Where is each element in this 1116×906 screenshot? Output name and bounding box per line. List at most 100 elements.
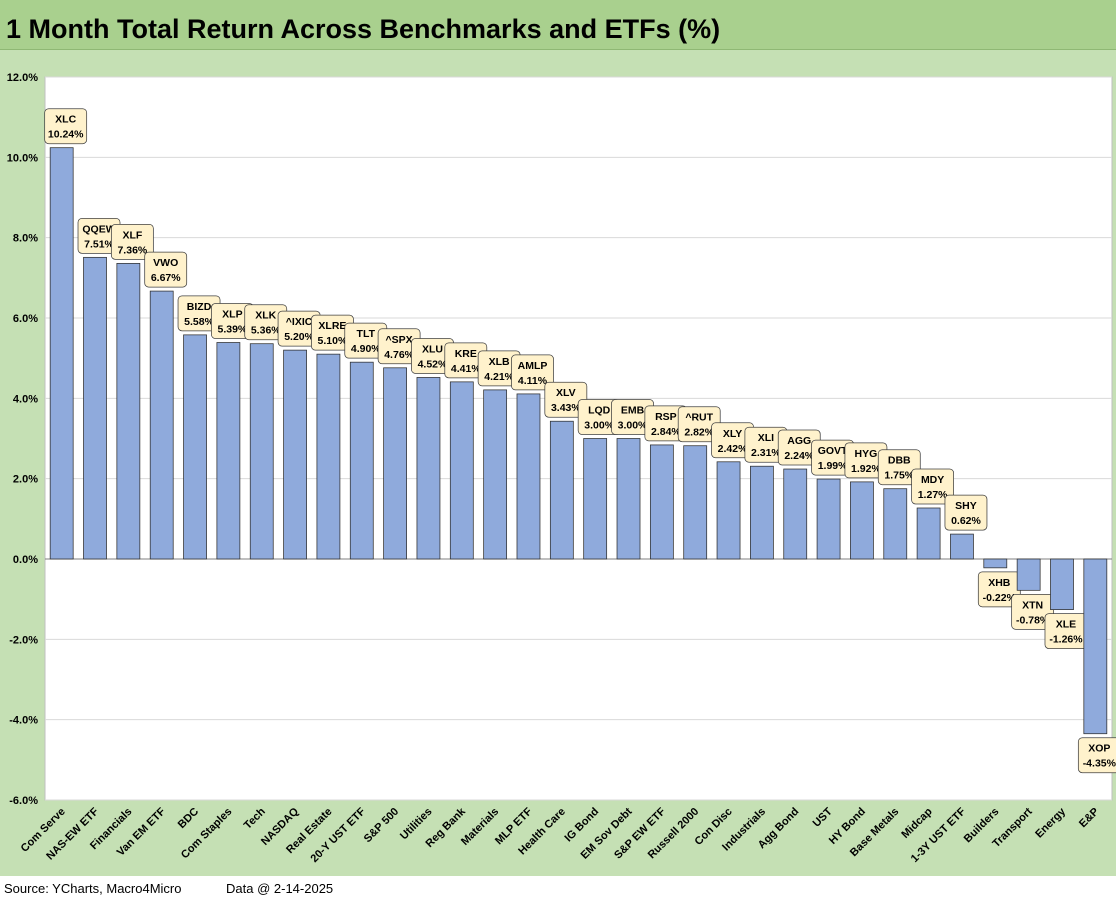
ticker-label: HYG: [855, 448, 878, 460]
ticker-label: XLB: [489, 356, 510, 368]
ticker-label: SHY: [955, 500, 977, 512]
data-label-box: [144, 251, 188, 288]
ticker-label: RSP: [655, 411, 677, 423]
value-label: 5.58%: [184, 316, 214, 328]
ticker-label: KRE: [455, 348, 477, 360]
x-tick-label: BDC: [176, 806, 201, 831]
data-date-note: Data @ 2-14-2025: [226, 881, 334, 896]
value-label: 4.52%: [418, 358, 448, 370]
ticker-label: EMB: [621, 405, 645, 417]
value-label: 3.00%: [584, 420, 614, 432]
value-label: 1.27%: [918, 489, 948, 501]
y-tick-label: 6.0%: [13, 313, 38, 325]
bar: [950, 533, 974, 560]
y-tick-label: 8.0%: [13, 233, 38, 245]
ticker-label: TLT: [357, 328, 376, 340]
x-tick-label: Tech: [242, 805, 268, 831]
footer: Source: YCharts, Macro4Micro Data @ 2-14…: [0, 876, 1116, 906]
bar-chart: -6.0% -4.0% -2.0% 0.0% 2.0% 4.0% 6.0% 8.0% 10.0%…: [7, 72, 1116, 865]
ticker-label: XTN: [1022, 599, 1043, 611]
bar: [916, 507, 941, 560]
bar: [49, 147, 74, 560]
bar: [750, 465, 774, 560]
bar: [816, 478, 841, 560]
value-label: 2.31%: [751, 447, 781, 459]
x-tick-label: E&P: [1077, 806, 1101, 830]
value-label: 5.36%: [251, 325, 281, 337]
bar: [416, 377, 441, 560]
value-label: 4.90%: [351, 343, 381, 355]
ticker-label: QQEW: [82, 223, 115, 235]
x-tick-label: UST: [811, 805, 835, 829]
ticker-label: XLC: [55, 114, 76, 126]
bar: [649, 444, 674, 560]
value-label: 0.62%: [951, 515, 981, 527]
ticker-label: XLK: [255, 310, 276, 322]
title-bar: 1 Month Total Return Across Benchmarks a…: [0, 0, 1116, 50]
bar: [983, 558, 1008, 569]
data-label-box: [1077, 737, 1116, 774]
ticker-label: XHB: [988, 577, 1011, 589]
bar: [249, 343, 274, 560]
ticker-label: LQD: [588, 405, 611, 417]
bar: [283, 349, 307, 560]
ticker-label: XLP: [222, 309, 242, 321]
value-label: 1.99%: [818, 460, 848, 472]
bar: [449, 381, 474, 560]
ticker-label: BIZD: [187, 301, 212, 313]
value-label: 2.84%: [651, 426, 681, 438]
bar: [850, 481, 874, 560]
bar: [1050, 558, 1074, 610]
ticker-label: ^IXIC: [286, 316, 313, 328]
x-tick-label: S&P 500: [362, 806, 401, 845]
bar: [683, 445, 708, 560]
y-tick-label: -6.0%: [9, 795, 38, 807]
bar: [1083, 558, 1108, 735]
source-note: Source: YCharts, Macro4Micro: [4, 881, 182, 896]
ticker-label: VWO: [153, 257, 178, 269]
value-label: 2.82%: [684, 427, 714, 439]
ticker-label: XLU: [422, 343, 443, 355]
ticker-label: XLV: [556, 387, 576, 399]
ticker-label: ^RUT: [685, 412, 713, 424]
y-tick-label: -2.0%: [9, 634, 38, 646]
value-label: 5.39%: [218, 324, 248, 336]
value-label: 4.11%: [518, 375, 548, 387]
ticker-label: GOVT: [818, 445, 848, 457]
bar: [83, 256, 107, 560]
bar: [183, 334, 207, 560]
ticker-label: MDY: [921, 474, 944, 486]
bar: [316, 353, 341, 560]
ticker-label: XLE: [1056, 619, 1076, 631]
value-label: 5.10%: [318, 335, 348, 347]
bar: [716, 461, 741, 560]
chart-title: 1 Month Total Return Across Benchmarks a…: [6, 14, 721, 44]
y-tick-label: 0.0%: [13, 554, 38, 566]
value-label: -4.35%: [1083, 758, 1116, 770]
y-tick-label: 12.0%: [7, 72, 38, 84]
data-label-box: [511, 354, 554, 391]
value-label: -0.78%: [1016, 614, 1050, 626]
value-label: 1.92%: [851, 463, 881, 475]
y-tick-label: 2.0%: [13, 474, 38, 486]
value-label: 7.36%: [117, 244, 147, 256]
value-label: 7.51%: [84, 238, 114, 250]
ticker-label: AGG: [787, 435, 811, 447]
ticker-label: XLRE: [318, 320, 346, 332]
ticker-label: XOP: [1088, 743, 1110, 755]
value-label: 10.24%: [48, 129, 84, 141]
data-label-box: [1011, 593, 1055, 630]
bar: [549, 420, 574, 560]
bar: [216, 342, 241, 560]
ticker-label: AMLP: [518, 360, 548, 372]
bar: [149, 290, 174, 560]
value-label: 3.43%: [551, 402, 581, 414]
value-label: 6.67%: [151, 272, 181, 284]
value-label: 5.20%: [284, 331, 314, 343]
value-label: -1.26%: [1049, 634, 1083, 646]
data-label-box: [911, 468, 954, 505]
value-label: 2.42%: [718, 443, 748, 455]
y-tick-label: -4.0%: [9, 715, 38, 727]
value-label: 4.76%: [384, 349, 414, 361]
bar: [616, 438, 641, 560]
